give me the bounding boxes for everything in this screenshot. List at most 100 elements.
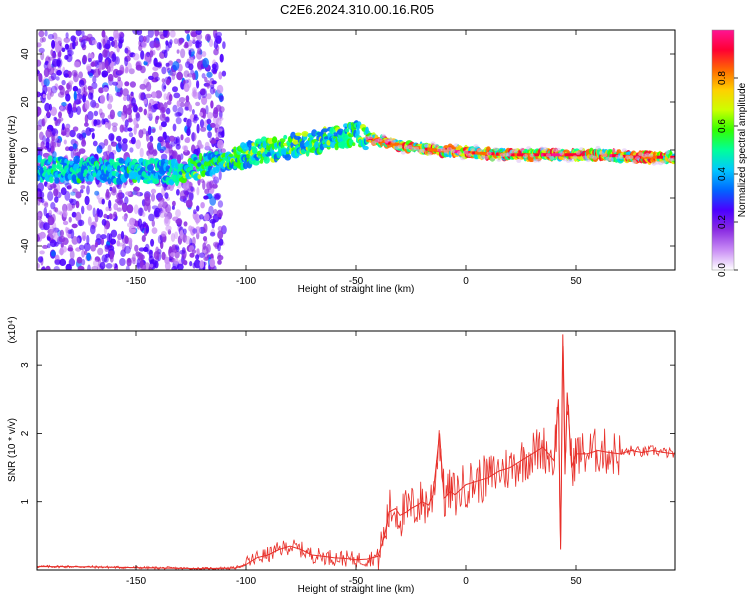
spectrogram-noise-blob: [63, 37, 71, 43]
spectrogram-noise-blob: [142, 35, 147, 43]
spectrogram-noise-blob: [182, 79, 186, 85]
spectrogram-noise-blob: [165, 78, 171, 86]
spectrogram-noise-blob: [151, 219, 155, 227]
spectrogram-noise-blob: [209, 86, 215, 95]
spectrogram-noise-blob: [98, 87, 104, 94]
spectrogram-noise-blob: [183, 260, 188, 266]
spectrogram-noise-blob: [204, 252, 210, 261]
spectrogram-noise-blob: [73, 90, 77, 101]
spectrogram-noise-blob: [206, 80, 211, 89]
spectrogram-noise-blob: [37, 70, 41, 75]
spectrogram-ridge-blob: [73, 155, 80, 164]
spectrogram-halo-blob: [440, 147, 446, 152]
spectrogram-noise-blob: [107, 73, 114, 82]
x-tick-label: 50: [570, 576, 582, 587]
spectrogram-noise-blob: [188, 63, 194, 71]
spectrogram-noise-blob: [143, 108, 147, 116]
spectrogram-noise-blob: [216, 31, 223, 38]
spectrogram-noise-blob: [91, 266, 99, 270]
spectrogram-x-axis-label: Height of straight line (km): [298, 284, 415, 295]
spectrogram-noise-blob: [116, 70, 124, 75]
spectrogram-noise-blob: [43, 207, 48, 217]
spectrogram-peak-cell: [670, 155, 675, 159]
spectrogram-noise-blob: [108, 133, 115, 141]
spectrogram-noise-blob: [45, 128, 52, 138]
spectrogram-noise-blob: [39, 231, 46, 239]
spectrogram-ridge-blob: [279, 138, 286, 143]
spectrogram-noise-blob: [171, 265, 178, 270]
spectrogram-noise-blob: [185, 95, 190, 103]
y-tick-label: 0: [20, 147, 31, 153]
spectrogram-noise-blob: [40, 141, 45, 150]
spectrogram-noise-blob: [78, 219, 83, 227]
spectrogram-ridge-blob: [252, 159, 260, 166]
spectrogram-noise-blob: [94, 190, 100, 196]
spectrogram-noise-blob: [218, 71, 223, 80]
spectrogram-halo-blob: [522, 154, 528, 158]
spectrogram-noise-blob: [159, 113, 166, 122]
spectrogram-noise-blob: [185, 199, 193, 208]
spectrogram-noise-blob: [115, 91, 122, 97]
spectrogram-noise-blob: [64, 190, 71, 201]
spectrogram-noise-blob: [193, 114, 198, 119]
spectrogram-noise-blob: [211, 80, 217, 85]
spectrogram-noise-blob: [175, 138, 180, 144]
spectrogram-noise-blob: [102, 87, 109, 93]
spectrogram-noise-blob: [173, 38, 179, 45]
spectrogram-noise-blob: [107, 144, 112, 154]
spectrogram-noise-blob: [87, 264, 91, 270]
spectrogram-noise-blob: [78, 244, 85, 250]
spectrogram-noise-blob: [46, 147, 51, 152]
spectrogram-noise-blob: [168, 135, 176, 142]
spectrogram-noise-blob: [139, 147, 144, 158]
spectrogram-halo-blob: [536, 158, 542, 163]
spectrogram-noise-blob: [90, 61, 96, 67]
spectrogram-noise-blob: [165, 225, 172, 232]
x-tick-label: -100: [236, 576, 256, 587]
spectrogram-noise-blob: [162, 30, 168, 38]
spectrogram-noise-blob: [161, 251, 166, 261]
spectrogram-peak-cell: [564, 153, 571, 157]
spectrogram-ridge-blob: [362, 145, 369, 151]
spectrogram-noise-blob: [211, 63, 217, 70]
spectrogram-noise-blob: [179, 229, 184, 240]
spectrogram-noise-blob: [179, 101, 185, 108]
spectrogram-noise-blob: [61, 79, 66, 86]
spectrogram-noise-blob: [110, 238, 116, 245]
spectrogram-noise-blob: [56, 118, 62, 124]
spectrogram-noise-blob: [76, 106, 82, 115]
spectrogram-noise-blob: [172, 86, 178, 93]
spectrogram-noise-blob: [78, 79, 85, 88]
spectrogram-ridge-blob: [37, 165, 40, 170]
spectrogram-noise-blob: [55, 43, 61, 53]
spectrogram-noise-blob: [176, 71, 184, 81]
spectrogram-noise-blob: [37, 182, 44, 192]
spectrogram-noise-blob: [105, 263, 113, 269]
spectrogram-noise-blob: [190, 226, 196, 236]
spectrogram-noise-blob: [112, 125, 118, 132]
spectrogram-noise-blob: [169, 39, 173, 45]
spectrogram-noise-blob: [106, 232, 111, 242]
y-tick-label: -20: [20, 190, 31, 205]
spectrogram-halo-blob: [612, 148, 617, 153]
spectrogram-noise-blob: [135, 111, 140, 119]
spectrogram-noise-blob: [94, 213, 99, 223]
spectrogram-noise-blob: [84, 250, 88, 256]
spectrogram-noise-blob: [153, 40, 161, 48]
spectrogram-noise-blob: [47, 243, 51, 249]
spectrogram-peak-cell: [430, 148, 436, 152]
spectrogram-noise-blob: [97, 247, 104, 256]
spectrogram-noise-blob: [158, 125, 163, 131]
spectrogram-noise-blob: [37, 256, 44, 263]
colorbar-tick-label: 0.4: [717, 167, 728, 181]
spectrogram-noise-blob: [165, 142, 170, 149]
spectrogram-noise-blob: [217, 252, 221, 258]
spectrogram-noise-blob: [150, 238, 155, 247]
spectrogram-noise-blob: [197, 47, 202, 55]
spectrogram-noise-blob: [205, 93, 212, 100]
spectrogram-ridge-blob: [67, 173, 73, 181]
spectrogram-noise-blob: [101, 30, 106, 38]
spectrogram-noise-blob: [59, 104, 64, 111]
spectrogram-peak-cell: [509, 153, 516, 157]
spectrogram-noise-blob: [96, 42, 102, 50]
